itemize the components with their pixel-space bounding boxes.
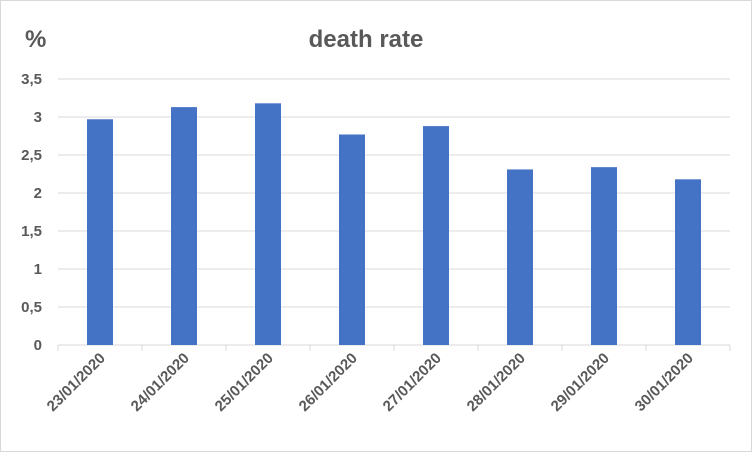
bar-29/01/2020 [591, 167, 617, 345]
y-tick-label: 1 [34, 261, 42, 278]
x-tick-label: 28/01/2020 [464, 350, 529, 415]
chart-title: death rate [309, 26, 424, 53]
x-tick-label: 24/01/2020 [128, 350, 193, 415]
y-tick-label: 3 [34, 109, 42, 126]
y-axis-label: % [25, 26, 46, 53]
y-tick-label: 3,5 [21, 71, 42, 88]
x-tick-label: 30/01/2020 [632, 350, 697, 415]
x-tick-label: 29/01/2020 [548, 350, 613, 415]
y-tick-label: 0 [34, 337, 42, 354]
x-tick-labels: 23/01/2020 24/01/2020 25/01/2020 26/01/2020… [44, 350, 697, 415]
y-tick-labels: 0 0,5 1 1,5 2 2,5 3 3,5 [21, 71, 42, 354]
x-tick-label: 27/01/2020 [380, 350, 445, 415]
bar-25/01/2020 [255, 103, 281, 345]
y-tick-label: 2,5 [21, 147, 42, 164]
x-tick-label: 23/01/2020 [44, 350, 109, 415]
bar-23/01/2020 [87, 119, 113, 345]
bar-30/01/2020 [675, 179, 701, 345]
gridlines [57, 78, 731, 351]
y-tick-label: 2 [34, 185, 42, 202]
y-tick-label: 0,5 [21, 299, 42, 316]
x-tick-label: 26/01/2020 [296, 350, 361, 415]
bar-24/01/2020 [171, 107, 197, 346]
bar-26/01/2020 [339, 134, 365, 345]
x-tick-label: 25/01/2020 [212, 350, 277, 415]
bar-27/01/2020 [423, 126, 449, 346]
y-tick-label: 1,5 [21, 223, 42, 240]
bars [87, 103, 701, 346]
bar-28/01/2020 [507, 169, 533, 345]
